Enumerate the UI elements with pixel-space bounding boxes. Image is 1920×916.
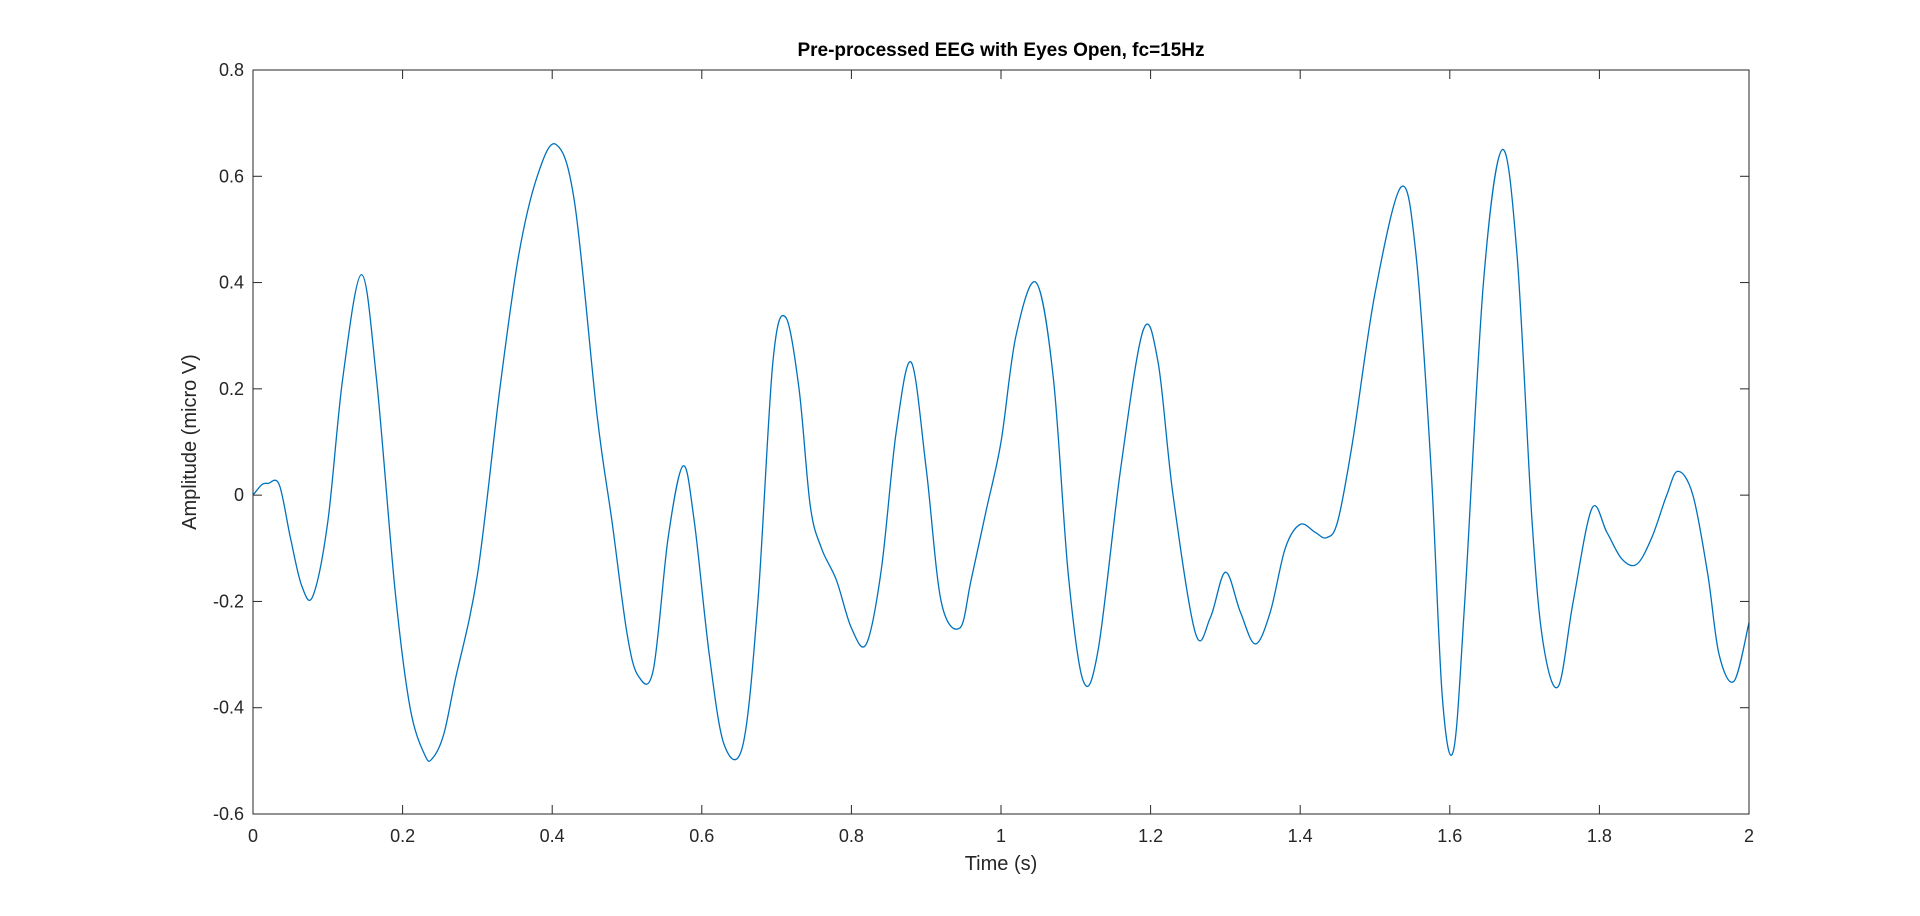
x-tick-label: 1.8 bbox=[1587, 826, 1612, 846]
y-axis-label: Amplitude (micro V) bbox=[179, 354, 201, 530]
eeg-signal-line bbox=[252, 143, 1750, 763]
x-tick-label: 0.2 bbox=[390, 826, 415, 846]
x-tick-label: 0 bbox=[248, 826, 258, 846]
y-tick-label: 0 bbox=[234, 485, 244, 505]
x-tick-label: 1 bbox=[996, 826, 1006, 846]
y-tick-label: 0.2 bbox=[219, 379, 244, 399]
x-tick-label: 0.8 bbox=[839, 826, 864, 846]
axes-box bbox=[252, 69, 1750, 815]
x-tick-label: 1.2 bbox=[1138, 826, 1163, 846]
x-tick-label: 0.4 bbox=[540, 826, 565, 846]
ticks-layer: 0 0.2 0.4 0.6 0.8 1 1.2 1.4 1.6 1.8 2 -0.6 -0.4 -0.2 0… bbox=[213, 60, 1754, 846]
y-tick-label: -0.4 bbox=[213, 698, 244, 718]
y-tick-label: 0.8 bbox=[219, 60, 244, 80]
x-tick-label: 0.6 bbox=[689, 826, 714, 846]
chart-title: Pre-processed EEG with Eyes Open, fc=15H… bbox=[797, 40, 1204, 61]
y-tick-label: 0.4 bbox=[219, 273, 244, 293]
y-tick-label: -0.2 bbox=[213, 591, 244, 611]
y-tick-label: 0.6 bbox=[219, 166, 244, 186]
x-tick-label: 1.4 bbox=[1288, 826, 1313, 846]
x-tick-label: 2 bbox=[1744, 826, 1754, 846]
y-tick-label: -0.6 bbox=[213, 804, 244, 824]
x-tick-label: 1.6 bbox=[1437, 826, 1462, 846]
x-axis-label: Time (s) bbox=[965, 853, 1038, 875]
